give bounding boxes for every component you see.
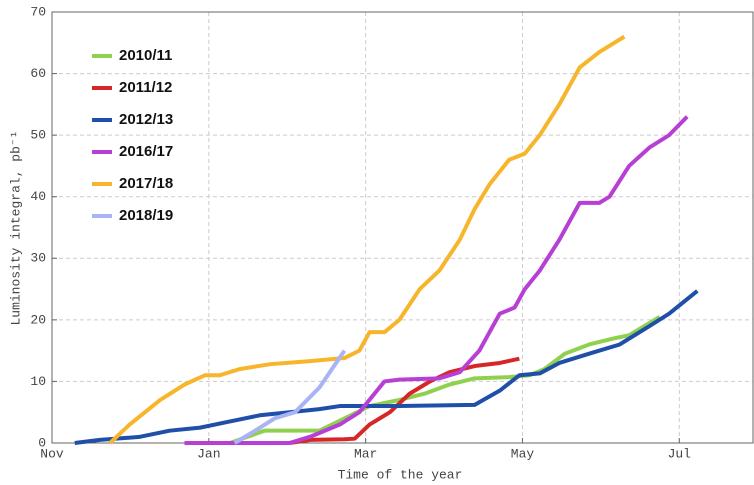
legend-label: 2016/17 [119, 143, 173, 160]
legend-label: 2011/12 [119, 79, 172, 96]
line-series [108, 34, 626, 445]
x-tick-label: Nov [40, 446, 64, 461]
legend-label: 2012/13 [119, 111, 173, 128]
y-tick-label: 0 [38, 435, 46, 450]
line-series [229, 315, 661, 445]
y-axis-label: Luminosity integral, pb⁻¹ [8, 130, 23, 325]
x-axis-label: Time of the year [338, 467, 463, 482]
legend-label: 2017/18 [119, 175, 173, 192]
legend-label: 2018/19 [119, 207, 173, 224]
line-series [74, 289, 699, 445]
x-tick-label: Jan [197, 446, 220, 461]
line-series [289, 356, 520, 445]
y-tick-label: 30 [30, 251, 46, 266]
y-tick-label: 10 [30, 374, 46, 389]
x-tick-label: Mar [354, 446, 377, 461]
x-tick-label: May [511, 446, 535, 461]
line-series [233, 349, 347, 445]
y-tick-label: 50 [30, 128, 46, 143]
y-tick-label: 60 [30, 66, 46, 81]
x-tick-label: Jul [668, 446, 692, 461]
y-tick-label: 40 [30, 189, 46, 204]
line-series [184, 115, 689, 445]
plot-frame [51, 11, 754, 444]
y-tick-label: 70 [30, 4, 46, 19]
legend-label: 2010/11 [119, 47, 172, 64]
y-tick-label: 20 [30, 312, 46, 327]
